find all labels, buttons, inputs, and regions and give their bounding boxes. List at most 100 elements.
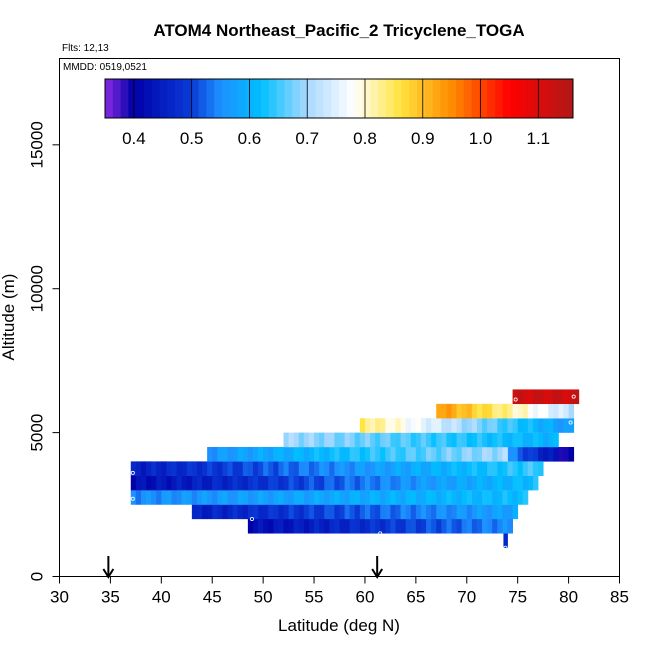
heatmap-cell bbox=[400, 461, 407, 476]
heatmap-cell bbox=[263, 490, 269, 505]
heatmap-cell bbox=[426, 432, 432, 448]
heatmap-cell bbox=[390, 447, 396, 462]
heatmap-cell bbox=[308, 447, 315, 462]
heatmap-cell bbox=[507, 518, 513, 534]
heatmap-cell bbox=[339, 490, 345, 505]
heatmap-cell bbox=[334, 475, 340, 491]
heatmap-cell bbox=[334, 518, 340, 534]
heatmap-cell bbox=[517, 432, 524, 448]
heatmap-cell bbox=[176, 475, 183, 491]
heatmap-cell bbox=[527, 403, 534, 419]
x-tick-label: 70 bbox=[457, 588, 476, 607]
heatmap-cell bbox=[380, 447, 386, 462]
heatmap-cell bbox=[359, 475, 366, 491]
heatmap-cell bbox=[202, 475, 208, 491]
colorbar-swatch bbox=[237, 79, 246, 118]
heatmap-cell bbox=[497, 432, 503, 448]
heatmap-cell bbox=[476, 432, 483, 448]
heatmap-cell bbox=[207, 475, 213, 491]
heatmap-cell bbox=[140, 475, 147, 491]
heatmap-cell bbox=[456, 518, 463, 534]
heatmap-cell bbox=[308, 432, 315, 448]
heatmap-cell bbox=[390, 518, 396, 534]
heatmap-cell bbox=[237, 461, 244, 476]
heatmap-cell bbox=[395, 432, 401, 448]
heatmap-cell bbox=[293, 490, 300, 505]
heatmap-cell bbox=[191, 504, 198, 520]
heatmap-cell bbox=[247, 504, 254, 520]
heatmap-cell bbox=[390, 461, 396, 476]
heatmap-cell bbox=[507, 403, 513, 419]
heatmap-cell bbox=[390, 475, 396, 491]
colorbar-swatch bbox=[409, 79, 418, 118]
heatmap-cell bbox=[202, 504, 208, 520]
heatmap-cell bbox=[166, 475, 172, 491]
heatmap-cell bbox=[482, 461, 488, 476]
heatmap-cell bbox=[308, 518, 315, 534]
heatmap-cell bbox=[538, 418, 544, 433]
heatmap-cells bbox=[130, 389, 580, 548]
heatmap-cell bbox=[329, 461, 335, 476]
heatmap-cell bbox=[446, 504, 452, 520]
heatmap-cell bbox=[410, 490, 417, 505]
colorbar-swatch bbox=[151, 79, 161, 118]
heatmap-cell bbox=[522, 447, 529, 462]
heatmap-cell bbox=[303, 461, 310, 476]
heatmap-cell bbox=[293, 432, 300, 448]
heatmap-cell bbox=[252, 504, 259, 520]
heatmap-cell bbox=[563, 447, 569, 462]
heatmap-cell bbox=[400, 518, 407, 534]
heatmap-cell bbox=[502, 504, 508, 520]
heatmap-cell bbox=[410, 418, 417, 433]
heatmap-cell bbox=[451, 403, 457, 419]
heatmap-cell bbox=[487, 518, 493, 534]
heatmap-cell bbox=[354, 475, 361, 491]
heatmap-cell bbox=[441, 490, 447, 505]
heatmap-cell bbox=[319, 447, 325, 462]
colorbar-swatch bbox=[487, 79, 496, 118]
heatmap-cell bbox=[548, 389, 554, 405]
heatmap-cell bbox=[181, 490, 188, 505]
heatmap-cell bbox=[497, 447, 503, 462]
heatmap-cell bbox=[451, 418, 457, 433]
heatmap-cell bbox=[436, 461, 442, 476]
colorbar-swatch bbox=[370, 79, 379, 118]
x-tick-label: 60 bbox=[355, 588, 374, 607]
heatmap-cell bbox=[466, 518, 473, 534]
heatmap-cell bbox=[324, 504, 330, 520]
heatmap-cell bbox=[247, 518, 254, 534]
heatmap-cell bbox=[354, 432, 361, 448]
heatmap-cell bbox=[385, 475, 391, 491]
heatmap-cell bbox=[354, 518, 361, 534]
heatmap-cell bbox=[385, 432, 391, 448]
heatmap-cell bbox=[395, 504, 401, 520]
heatmap-cell bbox=[329, 518, 335, 534]
heatmap-cell bbox=[364, 518, 371, 534]
heatmap-cell bbox=[471, 432, 478, 448]
heatmap-cell bbox=[492, 504, 498, 520]
heatmap-cell bbox=[283, 432, 289, 448]
heatmap-cell bbox=[456, 447, 463, 462]
heatmap-cell bbox=[324, 490, 330, 505]
heatmap-cell bbox=[298, 447, 305, 462]
heatmap-cell bbox=[242, 504, 249, 520]
heatmap-cell bbox=[349, 432, 356, 448]
heatmap-cell bbox=[558, 389, 564, 405]
heatmap-cell bbox=[436, 447, 442, 462]
heatmap-cell bbox=[446, 461, 452, 476]
heatmap-cell bbox=[314, 432, 320, 448]
heatmap-cell bbox=[441, 447, 447, 462]
heatmap-cell bbox=[548, 403, 554, 419]
heatmap-cell bbox=[263, 447, 269, 462]
heatmap-cell bbox=[258, 504, 264, 520]
heatmap-cell bbox=[517, 418, 524, 433]
heatmap-cell bbox=[359, 418, 366, 433]
colorbar-swatch bbox=[300, 79, 309, 118]
heatmap-cell bbox=[324, 475, 330, 491]
heatmap-cell bbox=[370, 490, 376, 505]
heatmap-cell bbox=[258, 518, 264, 534]
heatmap-cell bbox=[380, 504, 386, 520]
heatmap-cell bbox=[456, 461, 463, 476]
heatmap-cell bbox=[507, 418, 513, 433]
heatmap-cell bbox=[553, 418, 559, 433]
